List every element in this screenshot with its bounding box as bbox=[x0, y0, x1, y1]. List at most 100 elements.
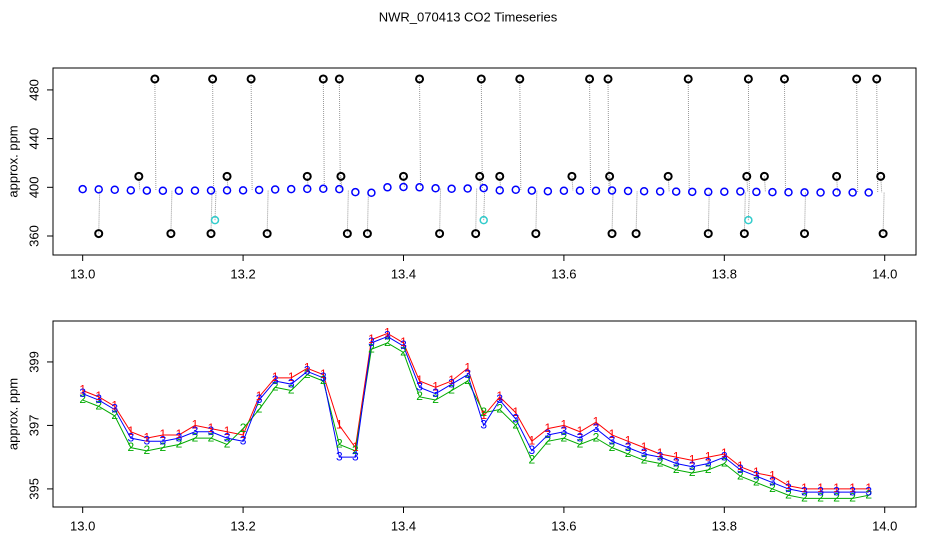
point-marker: 3 bbox=[545, 427, 552, 441]
data-point bbox=[351, 187, 360, 197]
data-point bbox=[800, 229, 810, 239]
data-point bbox=[671, 187, 681, 196]
data-point bbox=[742, 171, 752, 181]
point-marker: 1 bbox=[448, 373, 455, 387]
point-marker: 2 bbox=[208, 430, 215, 444]
drop-line bbox=[439, 188, 442, 234]
chart-title: NWR_070413 CO2 Timeseries bbox=[379, 9, 558, 24]
y-tick-label: 399 bbox=[26, 351, 41, 373]
point-marker: 2 bbox=[320, 373, 327, 387]
point-marker: 1 bbox=[192, 418, 199, 432]
data-point bbox=[832, 171, 842, 181]
point-marker: 3 bbox=[400, 338, 407, 352]
drop-line bbox=[266, 189, 269, 234]
drop-line bbox=[743, 191, 746, 234]
data-point bbox=[362, 229, 372, 239]
data-point bbox=[607, 186, 617, 195]
point-marker: 2 bbox=[705, 462, 712, 476]
drop-line bbox=[214, 190, 217, 221]
point-marker: 3 bbox=[127, 430, 134, 444]
point-marker: 3 bbox=[865, 484, 872, 498]
point-marker: 1 bbox=[625, 433, 632, 447]
series-line bbox=[82, 342, 869, 499]
point-marker: 1 bbox=[609, 427, 616, 441]
drop-line bbox=[226, 176, 229, 191]
data-point bbox=[206, 186, 216, 195]
y-tick-label: 397 bbox=[26, 415, 41, 437]
point-marker: 3 bbox=[320, 370, 327, 384]
point-marker: 3 bbox=[577, 430, 584, 444]
y-tick-label: 360 bbox=[26, 225, 41, 247]
point-marker: 2 bbox=[272, 380, 279, 394]
point-marker: 1 bbox=[641, 440, 648, 454]
data-point bbox=[800, 188, 809, 197]
data-point bbox=[623, 186, 633, 196]
point-marker: 3 bbox=[657, 449, 664, 463]
point-marker: 1 bbox=[176, 427, 183, 441]
point-marker: 3 bbox=[593, 421, 600, 435]
data-point bbox=[864, 188, 873, 197]
point-marker: 2 bbox=[865, 487, 872, 501]
drop-line bbox=[210, 190, 213, 234]
point-marker: 1 bbox=[416, 373, 423, 387]
point-marker: 2 bbox=[176, 437, 183, 451]
point-marker: 2 bbox=[127, 440, 134, 454]
point-marker: 2 bbox=[528, 453, 535, 467]
data-point bbox=[575, 186, 585, 195]
point-marker: 2 bbox=[79, 392, 86, 406]
data-point bbox=[736, 187, 745, 196]
point-marker: 1 bbox=[737, 459, 744, 473]
point-marker: 3 bbox=[384, 329, 391, 343]
drop-line bbox=[419, 78, 422, 188]
drop-line bbox=[250, 78, 253, 191]
drop-line bbox=[746, 176, 749, 192]
drop-line bbox=[338, 78, 341, 190]
point-marker: 1 bbox=[577, 424, 584, 438]
data-point bbox=[286, 184, 296, 194]
drop-line bbox=[212, 78, 215, 191]
data-point bbox=[398, 171, 408, 181]
point-marker: 2 bbox=[849, 491, 856, 505]
data-point bbox=[663, 171, 673, 181]
x-tick-label: 13.2 bbox=[230, 266, 255, 281]
point-marker: 1 bbox=[208, 421, 215, 435]
point-marker: 3 bbox=[304, 364, 311, 378]
point-marker: 1 bbox=[721, 446, 728, 460]
point-marker: 1 bbox=[95, 389, 102, 403]
data-point bbox=[415, 74, 425, 84]
point-marker: 3 bbox=[609, 433, 616, 447]
data-point bbox=[158, 186, 168, 195]
point-marker: 2 bbox=[480, 405, 487, 419]
data-point bbox=[174, 186, 184, 195]
drop-line bbox=[499, 176, 502, 191]
data-point bbox=[768, 187, 777, 197]
data-point bbox=[479, 183, 488, 193]
data-point bbox=[383, 183, 392, 192]
data-point bbox=[262, 229, 272, 239]
point-marker: 2 bbox=[641, 453, 648, 467]
drop-line bbox=[609, 176, 612, 191]
point-marker: 2 bbox=[143, 443, 150, 457]
point-marker: 2 bbox=[304, 367, 311, 381]
point-marker: 1 bbox=[593, 414, 600, 428]
drop-line bbox=[483, 188, 486, 221]
data-point bbox=[527, 186, 537, 195]
point-marker: 3 bbox=[705, 456, 712, 470]
data-point bbox=[511, 185, 521, 194]
data-point bbox=[495, 186, 504, 195]
point-marker: 3 bbox=[416, 380, 423, 394]
point-marker: 3 bbox=[240, 433, 247, 447]
point-marker: 3 bbox=[480, 418, 487, 432]
data-point bbox=[208, 74, 218, 84]
point-marker: 1 bbox=[432, 380, 439, 394]
y-tick-label: 480 bbox=[26, 79, 41, 101]
data-point bbox=[335, 184, 344, 194]
drop-line bbox=[804, 192, 807, 234]
point-marker: 3 bbox=[785, 481, 792, 495]
point-marker: 3 bbox=[336, 449, 343, 463]
point-marker: 2 bbox=[512, 418, 519, 432]
drop-line bbox=[138, 176, 141, 191]
point-marker: 1 bbox=[320, 367, 327, 381]
data-point bbox=[476, 74, 486, 84]
data-point bbox=[872, 74, 882, 84]
